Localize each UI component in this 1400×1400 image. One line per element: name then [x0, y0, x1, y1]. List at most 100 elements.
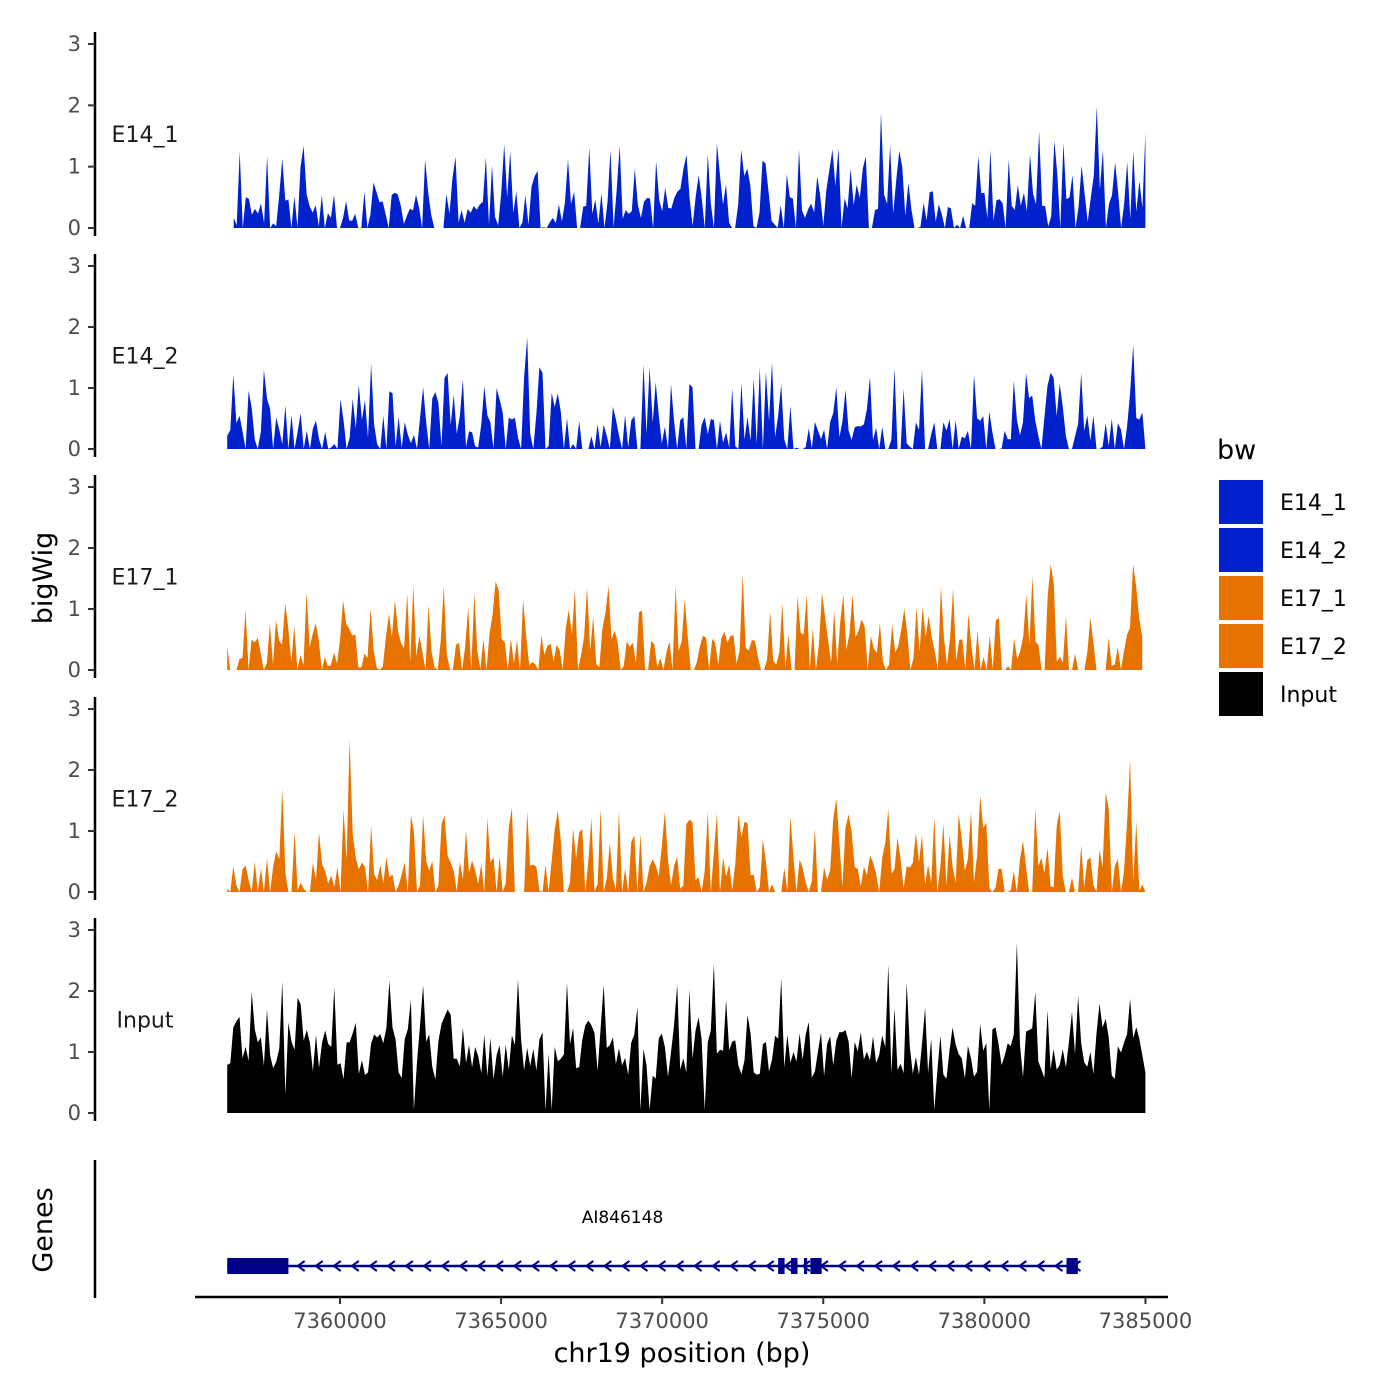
strand-arrow: [422, 1260, 432, 1272]
strand-arrow: [692, 1260, 703, 1272]
strand-arrow: [873, 1260, 883, 1272]
signal-area-e17-1: [227, 564, 1143, 670]
y-tick-label: 0: [68, 437, 81, 461]
strand-arrow: [566, 1260, 576, 1272]
genes-axis-title: Genes: [28, 1187, 59, 1272]
strand-arrow: [602, 1260, 612, 1272]
track-label: E17_1: [112, 566, 179, 591]
legend-label: Input: [1280, 683, 1337, 708]
strand-arrow: [765, 1260, 775, 1272]
gene-exon: [227, 1258, 289, 1274]
x-tick-label: 7380000: [938, 1309, 1032, 1333]
strand-arrow: [404, 1260, 414, 1272]
strand-arrow: [332, 1260, 342, 1272]
y-tick-label: 2: [68, 93, 81, 117]
y-tick-label: 3: [68, 918, 81, 942]
gene-exon: [1066, 1258, 1078, 1274]
strand-arrow: [783, 1260, 793, 1272]
strand-arrow: [837, 1260, 847, 1272]
x-tick-label: 7370000: [615, 1309, 709, 1333]
signal-area-e14-1: [233, 106, 1146, 228]
strand-arrow: [548, 1260, 558, 1272]
track-label: E14_2: [112, 345, 179, 370]
track-e14-1: 0 1 2 3 E14_1: [68, 32, 1146, 240]
strand-arrow: [530, 1260, 540, 1272]
x-tick-label: 7385000: [1099, 1309, 1193, 1333]
legend-label: E17_2: [1280, 635, 1347, 660]
y-tick-label: 0: [68, 216, 81, 240]
signal-area-input: [227, 942, 1146, 1113]
y-tick-label: 0: [68, 880, 81, 904]
strand-arrow: [1017, 1260, 1027, 1272]
y-tick-label: 2: [68, 979, 81, 1003]
y-tick-label: 2: [68, 315, 81, 339]
track-label: Input: [117, 1009, 174, 1034]
signal-tracks: 0 1 2 3 E14_1 0 1 2 3 E14_2 0 1 2 3 E17_1 0 1 2 3 E17_2 0 1 2 3…: [68, 32, 1146, 1125]
strand-arrow: [1035, 1260, 1045, 1272]
strand-arrow: [584, 1260, 594, 1272]
strand-arrow: [855, 1260, 865, 1272]
legend-swatch-e17-1: [1219, 576, 1263, 620]
strand-arrow: [350, 1260, 360, 1272]
gene-model: AI846148: [227, 1208, 1082, 1274]
y-tick-label: 1: [68, 155, 81, 179]
legend-swatch-e17-2: [1219, 624, 1263, 668]
y-tick-label: 1: [68, 819, 81, 843]
strand-arrow: [476, 1260, 486, 1272]
y-tick-label: 0: [68, 658, 81, 682]
y-tick-label: 0: [68, 1101, 81, 1125]
legend-swatch-input: [1219, 672, 1263, 716]
strand-arrow: [458, 1260, 468, 1272]
strand-arrow: [656, 1260, 667, 1272]
y-tick-label: 2: [68, 758, 81, 782]
strand-arrow: [620, 1260, 631, 1272]
y-tick-label: 1: [68, 1040, 81, 1064]
legend-swatch-e14-2: [1219, 528, 1263, 572]
x-tick-label: 7365000: [454, 1309, 548, 1333]
legend-label: E14_1: [1280, 491, 1347, 516]
y-tick-label: 3: [68, 475, 81, 499]
strand-arrow: [313, 1260, 324, 1272]
strand-arrow: [710, 1260, 721, 1272]
legend-label: E14_2: [1280, 539, 1347, 564]
legend-swatch-e14-1: [1219, 480, 1263, 524]
strand-arrow: [386, 1260, 396, 1272]
strand-arrow: [999, 1260, 1009, 1272]
strand-arrow: [512, 1260, 522, 1272]
strand-arrow: [440, 1260, 450, 1272]
y-tick-label: 3: [68, 32, 81, 56]
signal-area-e17-2: [227, 739, 1146, 892]
legend-label: E17_1: [1280, 587, 1347, 612]
strand-arrow: [801, 1260, 811, 1272]
strand-arrow: [891, 1260, 901, 1272]
gene-name-label: AI846148: [582, 1208, 664, 1228]
strand-arrow: [909, 1260, 919, 1272]
strand-arrow: [728, 1260, 739, 1272]
signal-area-e14-2: [227, 337, 1146, 449]
x-tick-label: 7360000: [293, 1309, 387, 1333]
strand-arrow: [1053, 1260, 1064, 1272]
y-tick-label: 2: [68, 536, 81, 560]
strand-arrow: [747, 1260, 757, 1272]
y-tick-label: 1: [68, 376, 81, 400]
strand-arrow: [295, 1260, 306, 1272]
gene-exon: [803, 1258, 808, 1274]
legend-title: bw: [1217, 435, 1256, 466]
x-axis: 7360000 7365000 7370000 7375000 7380000 73850…: [195, 1295, 1193, 1333]
track-label: E17_2: [112, 788, 179, 813]
strand-arrow: [945, 1260, 955, 1272]
y-axis-title: bigWig: [28, 532, 59, 625]
genes-panel: AI846148: [93, 1160, 1082, 1298]
strand-arrow: [638, 1260, 649, 1272]
gene-exon: [778, 1258, 785, 1274]
strand-arrow: [981, 1260, 991, 1272]
y-tick-label: 1: [68, 597, 81, 621]
x-tick-label: 7375000: [776, 1309, 870, 1333]
legend: bw E14_1 E14_2 E17_1 E17_2 Input: [1217, 435, 1347, 716]
track-e17-1: 0 1 2 3 E17_1: [68, 475, 1143, 682]
track-e14-2: 0 1 2 3 E14_2: [68, 254, 1146, 461]
strand-arrow: [494, 1260, 504, 1272]
strand-arrow: [674, 1260, 685, 1272]
gene-exon: [791, 1258, 798, 1274]
